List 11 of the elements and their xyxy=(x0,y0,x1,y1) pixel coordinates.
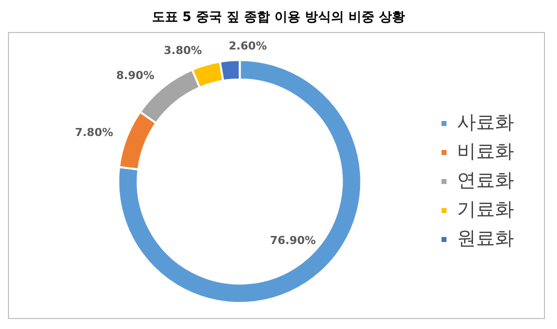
data-label: 3.80% xyxy=(164,44,202,58)
data-label: 2.60% xyxy=(228,39,267,52)
legend-label: 비료화 xyxy=(457,140,514,162)
data-label: 7.80% xyxy=(74,126,114,140)
data-label: 76.90% xyxy=(270,234,316,248)
legend-label: 연료화 xyxy=(457,169,514,192)
legend-label: 원료화 xyxy=(457,227,514,250)
chart-title: 도표 5 중국 짚 종합 이용 방식의 비중 상황 xyxy=(150,9,406,27)
data-label: 8.90% xyxy=(116,69,154,82)
legend-label: 사료화 xyxy=(457,111,514,134)
legend-label: 기료화 xyxy=(457,198,514,220)
